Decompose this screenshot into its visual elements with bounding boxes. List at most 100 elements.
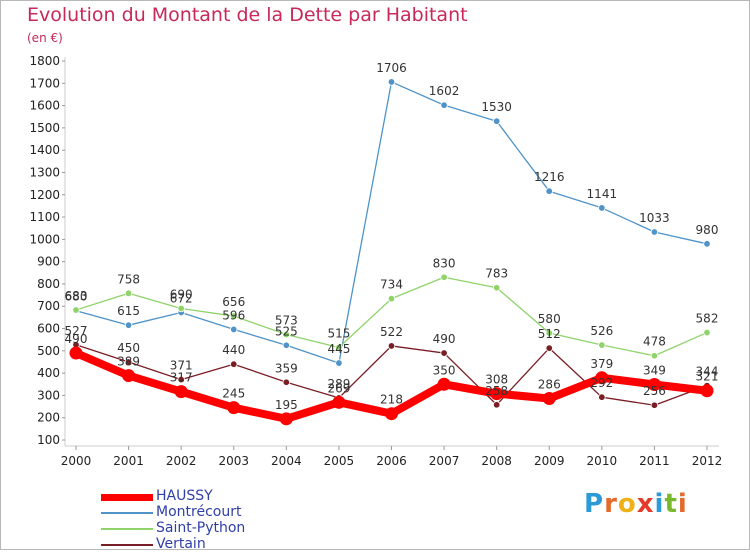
data-point	[124, 321, 133, 329]
x-tick-label: 2007	[429, 454, 460, 468]
data-point	[335, 359, 343, 367]
data-label: 289	[327, 377, 350, 391]
series-line	[75, 81, 708, 364]
data-point	[490, 387, 504, 401]
data-label: 344	[696, 365, 719, 379]
x-tick-label: 2012	[692, 454, 723, 468]
data-label: 389	[117, 355, 140, 369]
data-point	[177, 375, 185, 384]
data-label: 379	[590, 357, 613, 371]
data-label: 522	[380, 325, 403, 339]
data-label: 515	[327, 326, 350, 340]
data-label: 308	[485, 373, 508, 387]
data-point	[545, 344, 553, 352]
data-point	[545, 187, 553, 195]
logo-letter: t	[664, 489, 678, 519]
legend-label: Vertain	[156, 536, 206, 552]
data-label: 690	[170, 287, 193, 301]
y-tick-label: 100	[37, 433, 60, 447]
x-tick-label: 2005	[324, 454, 355, 468]
data-label: 478	[643, 335, 666, 349]
x-tick-label: 2011	[639, 454, 670, 468]
data-label: 830	[433, 256, 456, 270]
legend-label: HAUSSY	[156, 488, 213, 504]
x-tick-label: 2001	[113, 454, 144, 468]
data-point	[598, 341, 606, 349]
legend-swatch	[101, 494, 153, 501]
y-tick-label: 1300	[29, 165, 60, 179]
x-tick-label: 2003	[218, 454, 249, 468]
data-label: 758	[117, 272, 140, 286]
data-label: 490	[65, 332, 88, 346]
data-point	[227, 401, 241, 415]
data-point	[595, 371, 609, 385]
y-tick-label: 600	[37, 322, 60, 336]
y-tick-label: 700	[37, 299, 60, 313]
legend-label: Montrécourt	[156, 504, 242, 520]
data-label: 596	[222, 308, 245, 322]
data-point	[387, 78, 396, 86]
y-tick-label: 500	[37, 344, 60, 358]
data-label: 349	[643, 363, 666, 377]
data-point	[647, 377, 661, 391]
data-point	[124, 289, 133, 298]
y-tick-label: 1800	[29, 54, 60, 68]
data-label: 615	[117, 304, 140, 318]
logo-letter: i	[677, 489, 688, 519]
logo-letter: o	[617, 489, 637, 519]
logo-letter: i	[654, 489, 665, 519]
data-label: 286	[538, 378, 561, 392]
data-label: 445	[327, 342, 350, 356]
data-point	[387, 294, 396, 303]
y-tick-label: 200	[37, 411, 60, 425]
data-point	[279, 412, 293, 426]
legend-swatch	[101, 544, 153, 546]
data-label: 656	[222, 295, 245, 309]
legend-item: HAUSSY	[101, 488, 301, 505]
legend-item: Montrécourt	[101, 504, 301, 521]
data-point	[492, 401, 501, 409]
data-point	[542, 392, 556, 406]
proxiti-logo: Proxiti	[584, 489, 688, 519]
data-label: 195	[275, 398, 298, 412]
data-label: 245	[222, 387, 245, 401]
y-tick-label: 1200	[29, 188, 60, 202]
y-tick-label: 1000	[29, 232, 60, 246]
data-point	[492, 117, 501, 125]
y-tick-label: 1400	[29, 143, 60, 157]
data-point	[72, 306, 80, 314]
data-label: 321	[696, 370, 719, 384]
data-point	[440, 101, 448, 109]
data-point	[703, 240, 711, 248]
x-tick-label: 2002	[166, 454, 197, 468]
data-label: 980	[696, 223, 719, 237]
x-tick-label: 2008	[481, 454, 512, 468]
data-label: 783	[485, 267, 508, 281]
y-tick-label: 300	[37, 388, 60, 402]
data-point	[650, 228, 659, 236]
data-point	[124, 358, 133, 366]
data-label: 371	[170, 359, 193, 373]
x-tick-label: 2006	[376, 454, 407, 468]
data-point	[69, 346, 83, 360]
axes: 100 200 300 400 500 600 700 800 900 1000 1100 1200 1…	[29, 54, 722, 468]
data-label: 683	[65, 289, 88, 303]
data-label: 582	[696, 312, 719, 326]
data-point	[174, 385, 188, 399]
series-lines	[69, 78, 714, 426]
data-point	[700, 384, 714, 398]
y-tick-label: 1100	[29, 210, 60, 224]
data-point	[230, 312, 238, 320]
data-label: 1706	[376, 61, 407, 75]
data-label: 1530	[481, 100, 512, 114]
legend-label: Saint-Python	[156, 520, 246, 536]
chart-title: Evolution du Montant de la Dette par Hab…	[27, 4, 468, 26]
data-point	[650, 401, 659, 409]
data-label: 269	[327, 381, 350, 395]
data-label: 490	[433, 332, 456, 346]
data-label: 672	[170, 291, 193, 305]
data-label: 1602	[429, 84, 460, 98]
data-label: 1141	[587, 187, 618, 201]
data-point	[122, 369, 136, 383]
